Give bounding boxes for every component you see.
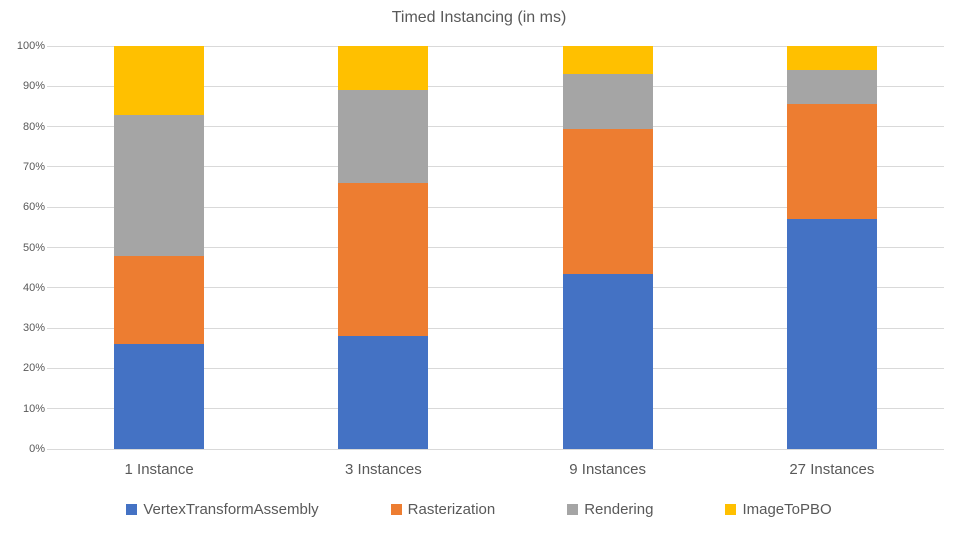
legend-marker-icon [390,504,402,515]
x-axis-category-label: 1 Instance [124,461,194,478]
bar-segment-imagetopbo [114,46,205,115]
gridline-80- [47,126,944,128]
gridline-50- [47,247,944,248]
gridline-70- [47,166,944,168]
x-axis-category-label: 3 Instances [345,461,422,478]
y-axis-tick-label: 90% [22,80,45,93]
x-axis-line [47,449,944,450]
bar-segment-rasterization [338,183,429,337]
bar-segment-rendering [114,114,205,256]
bar-segment-rendering [562,74,653,129]
legend-label: Rendering [584,501,654,518]
y-axis-tick-label: 60% [22,201,45,214]
bar-3-instances [338,46,429,449]
y-axis-tick-label: 40% [22,281,45,294]
bar-segment-vertextransformassembly [338,336,429,449]
legend-item-imagetopbo: ImageToPBO [725,501,832,518]
x-axis-category-label: 9 Instances [569,461,646,478]
bar-segment-rendering [338,90,429,184]
y-axis-tick-label: 10% [22,402,45,415]
bar-segment-vertextransformassembly [114,344,205,449]
y-axis-tick-label: 30% [22,322,45,335]
bar-segment-vertextransformassembly [562,273,653,449]
legend-label: ImageToPBO [742,501,832,518]
gridline-10- [47,408,944,410]
legend: VertexTransformAssembly Rasterization Re… [0,501,958,518]
legend-item-vertextransformassembly: VertexTransformAssembly [126,501,319,518]
gridline-100- [47,45,944,47]
y-axis-tick-label: 0% [29,443,45,455]
bar-segment-imagetopbo [562,46,653,75]
bar-segment-rendering [786,70,877,105]
bar-segment-rasterization [114,255,205,345]
y-axis-tick-label: 70% [22,160,45,173]
bar-9-instances [562,46,653,449]
gridline-60- [47,206,944,208]
gridline-30- [47,327,944,329]
plot-area [47,45,944,450]
gridline-20- [47,367,944,369]
gridline-90- [47,85,944,87]
bar-segment-vertextransformassembly [786,219,877,449]
legend-label: VertexTransformAssembly [143,501,319,518]
y-axis-tick-label: 20% [22,362,45,375]
bar-segment-imagetopbo [786,46,877,71]
gridline-0- [47,448,944,450]
chart-title: Timed Instancing (in ms) [391,9,567,26]
legend-item-rendering: Rendering [567,501,653,518]
y-axis-tick-label: 80% [22,120,45,133]
legend-item-rasterization: Rasterization [390,501,496,518]
y-axis-tick-label: 50% [22,241,45,254]
bar-27-instances [786,46,877,449]
bar-1-instance [114,46,205,449]
y-axis-tick-label: 100% [16,40,45,52]
legend-marker-icon [725,504,737,515]
bar-segment-imagetopbo [338,46,429,91]
x-axis-category-label: 27 Instances [789,461,875,478]
gridline-40- [47,287,944,289]
bar-segment-rasterization [562,128,653,274]
legend-marker-icon [126,504,138,515]
bar-segment-rasterization [786,104,877,220]
legend-label: Rasterization [407,501,496,518]
legend-marker-icon [567,504,579,515]
